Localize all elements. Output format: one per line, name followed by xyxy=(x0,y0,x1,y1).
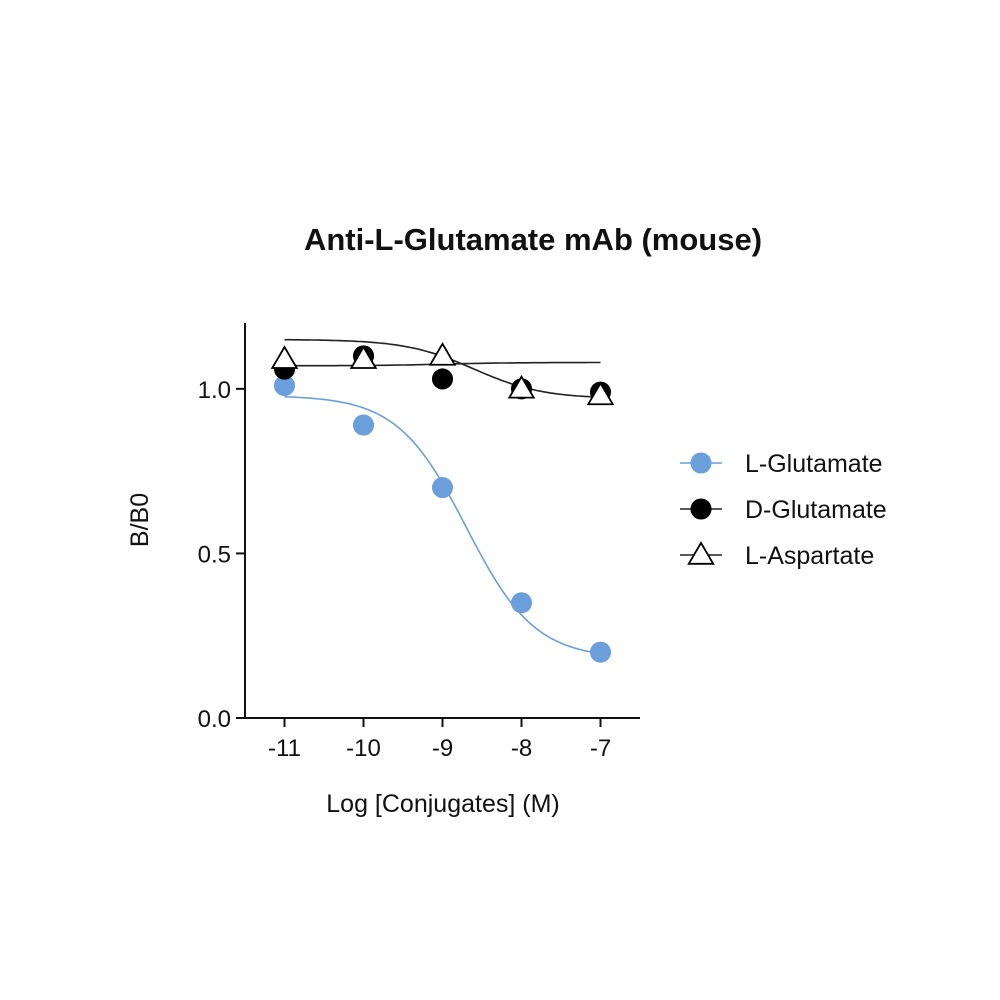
y-tick-label: 0.5 xyxy=(198,541,231,568)
legend-marker-l-aspartate xyxy=(687,541,715,565)
data-point-l-aspartate xyxy=(586,381,615,406)
y-tick-label: 1.0 xyxy=(198,377,231,404)
plot-area: 0.0 0.5 1.0 -11 -10 -9 -8 -7 xyxy=(198,323,640,762)
data-point-l-aspartate xyxy=(349,345,378,369)
legend-marker-l-glutamate xyxy=(690,452,712,474)
x-tick-group: -11 -10 -9 -8 -7 xyxy=(268,718,611,762)
x-tick-label: -11 xyxy=(268,735,301,762)
legend: L-Glutamate D-Glutamate L-Aspartate xyxy=(680,450,887,570)
fit-curve-l-glutamate xyxy=(284,395,601,655)
data-point-l-aspartate xyxy=(428,342,457,366)
data-point-d-glutamate xyxy=(431,368,454,390)
data-point-l-glutamate xyxy=(273,375,296,397)
data-points xyxy=(270,342,615,663)
legend-label: D-Glutamate xyxy=(745,496,887,524)
x-tick-label: -7 xyxy=(590,735,611,762)
legend-label: L-Glutamate xyxy=(745,450,883,478)
x-tick-label: -9 xyxy=(432,735,453,762)
data-point-l-glutamate xyxy=(510,592,533,614)
y-tick-label: 0.0 xyxy=(198,706,231,733)
data-point-l-glutamate xyxy=(352,414,375,436)
data-point-l-aspartate xyxy=(270,345,299,369)
y-tick-group: 0.0 0.5 1.0 xyxy=(198,377,245,733)
data-point-l-glutamate xyxy=(589,641,612,663)
y-axis-label: B/B0 xyxy=(126,493,154,547)
chart-title: Anti-L-Glutamate mAb (mouse) xyxy=(304,222,762,257)
x-axis-label: Log [Conjugates] (M) xyxy=(326,790,559,818)
data-point-l-glutamate xyxy=(431,477,454,499)
legend-label: L-Aspartate xyxy=(745,542,874,570)
data-point-l-aspartate xyxy=(507,374,536,399)
x-tick-label: -8 xyxy=(511,735,532,762)
x-tick-label: -10 xyxy=(346,735,381,762)
legend-marker-d-glutamate xyxy=(690,498,712,520)
